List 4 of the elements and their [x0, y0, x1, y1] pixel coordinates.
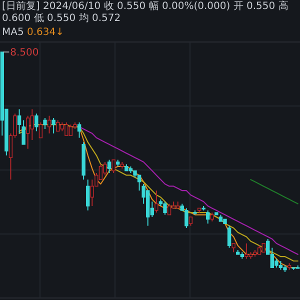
text: MA5: [2, 27, 25, 38]
annotation: 8.500: [10, 48, 39, 58]
text: 0.634↓: [27, 27, 64, 38]
chart-title: [日前复] 2024/06/10 收 0.550 幅 0.00%(0.000) 开 0.550 高 0.600 低 0.550 均 0.572: [2, 1, 290, 25]
